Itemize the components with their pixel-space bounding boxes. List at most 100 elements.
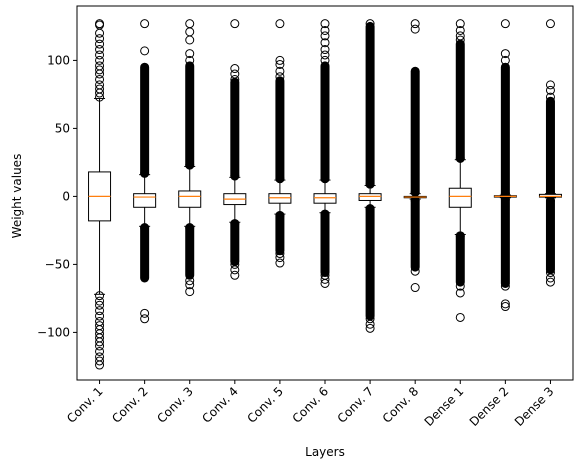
y-tick-label: −50 (45, 257, 70, 271)
outlier-point (500, 49, 510, 59)
outlier-point (320, 31, 330, 41)
outlier-point (545, 273, 555, 283)
outlier-point (140, 308, 150, 318)
outlier-point (230, 265, 240, 275)
outlier-band (320, 209, 330, 278)
box-5 (268, 19, 292, 268)
outlier-point (455, 288, 465, 298)
outlier-point (185, 55, 195, 65)
outlier-point (500, 281, 510, 291)
outlier-band (140, 62, 150, 178)
box-2 (133, 19, 157, 324)
outlier-point (275, 19, 285, 29)
outlier-point (185, 276, 195, 286)
outlier-point (95, 356, 105, 366)
outlier-point (95, 300, 105, 310)
outlier-point (410, 24, 420, 34)
outlier-point (275, 249, 285, 259)
outlier-point (95, 74, 105, 84)
outlier-point (230, 64, 240, 74)
box-10 (493, 19, 517, 312)
box-iqr (178, 190, 202, 208)
box-9 (448, 19, 472, 322)
outlier-point (320, 274, 330, 284)
outlier-point (365, 19, 375, 29)
outlier-point (545, 80, 555, 90)
outlier-point (95, 341, 105, 351)
outlier-band (365, 21, 375, 189)
box-iqr (133, 193, 157, 208)
outlier-point (500, 19, 510, 29)
outlier-band (230, 219, 240, 267)
outlier-point (320, 50, 330, 60)
outlier-band (500, 194, 510, 288)
box-iqr (268, 193, 292, 204)
outlier-point (95, 80, 105, 90)
y-tick-label: 50 (55, 121, 70, 135)
outlier-point (410, 19, 420, 29)
outlier-point (95, 65, 105, 75)
outlier-band (410, 195, 420, 272)
outlier-point (185, 287, 195, 297)
outlier-point (320, 38, 330, 48)
outlier-point (545, 277, 555, 287)
outlier-point (140, 314, 150, 324)
outlier-point (230, 259, 240, 269)
outlier-point (140, 19, 150, 29)
outlier-point (275, 72, 285, 82)
outlier-point (230, 270, 240, 280)
outlier-band (185, 61, 195, 170)
outlier-point (365, 314, 375, 324)
outlier-point (140, 46, 150, 56)
outlier-band (275, 76, 285, 184)
outlier-point (95, 337, 105, 347)
outlier-band (275, 210, 285, 256)
outlier-point (95, 306, 105, 316)
outlier-point (95, 19, 105, 29)
box-iqr (448, 187, 472, 208)
outlier-point (95, 50, 105, 60)
outlier-point (320, 278, 330, 288)
outlier-band (230, 77, 240, 181)
outlier-point (455, 19, 465, 29)
outlier-point (95, 45, 105, 55)
outlier-point (455, 25, 465, 35)
outlier-point (365, 323, 375, 333)
outlier-point (365, 319, 375, 329)
outlier-point (95, 311, 105, 321)
y-tick-label: 0 (62, 189, 70, 203)
outlier-point (545, 19, 555, 29)
outlier-point (410, 283, 420, 293)
outlier-band (185, 223, 195, 280)
y-tick-label: 100 (47, 53, 70, 67)
outlier-point (545, 85, 555, 95)
outlier-point (275, 55, 285, 65)
outlier-point (320, 25, 330, 35)
plot-area (88, 19, 562, 370)
outlier-band (410, 66, 420, 197)
outlier-point (455, 281, 465, 291)
outlier-point (500, 299, 510, 309)
outlier-point (275, 258, 285, 268)
box-3 (178, 19, 202, 297)
outlier-point (545, 92, 555, 102)
outlier-point (275, 59, 285, 69)
outlier-point (320, 19, 330, 29)
outlier-point (545, 268, 555, 278)
outlier-point (95, 360, 105, 370)
outlier-point (95, 296, 105, 306)
box-4 (223, 19, 247, 280)
x-axis-label: Layers (305, 445, 345, 459)
outlier-point (455, 31, 465, 41)
outlier-band (455, 231, 465, 287)
outlier-point (185, 49, 195, 59)
outlier-point (230, 74, 240, 84)
outlier-band (500, 62, 510, 199)
outlier-point (95, 346, 105, 356)
outlier-point (500, 55, 510, 65)
outlier-point (275, 253, 285, 263)
box-1 (88, 19, 112, 370)
outlier-point (455, 35, 465, 45)
